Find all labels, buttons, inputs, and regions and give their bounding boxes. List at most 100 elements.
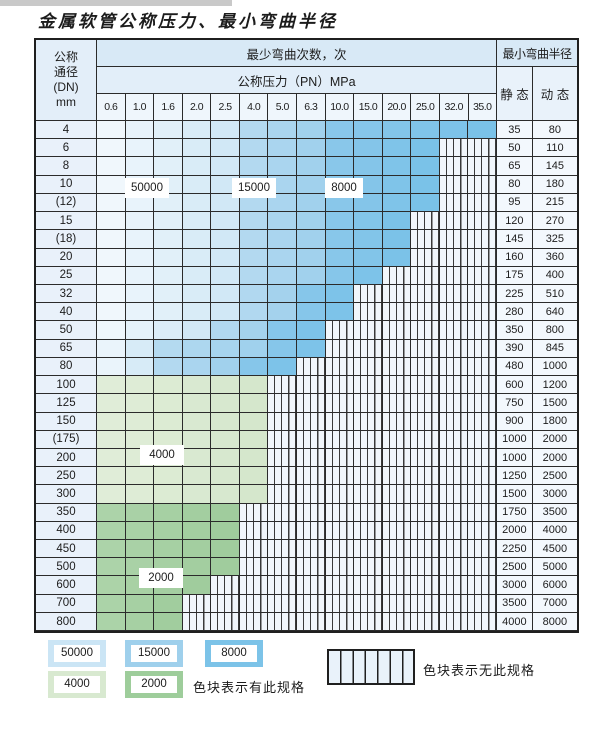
- spec-cell: [154, 303, 183, 321]
- pressure-tick: 2.5: [211, 94, 240, 121]
- no-spec-cell: [296, 430, 326, 448]
- spec-cell: [382, 230, 412, 248]
- spec-cell: [182, 230, 212, 248]
- table-row: 700 3500 7000: [36, 594, 577, 613]
- no-spec-cell: [411, 321, 440, 339]
- dn-value: (175): [36, 430, 97, 448]
- spec-cell: [182, 430, 212, 448]
- no-spec-cell: [468, 157, 497, 175]
- no-spec-cell: [439, 157, 469, 175]
- dynamic-radius-value: 400: [532, 266, 577, 284]
- no-spec-cell: [325, 521, 355, 540]
- table-row: 600 3000 6000: [36, 576, 577, 595]
- static-radius-value: 1000: [496, 430, 533, 448]
- spec-cell: [239, 467, 269, 485]
- spec-cell: [182, 576, 212, 594]
- spec-cell: [382, 139, 412, 157]
- no-spec-cell: [354, 339, 383, 357]
- spec-cell: [182, 412, 212, 430]
- dynamic-radius-value: 110: [532, 139, 577, 157]
- no-spec-cell: [468, 284, 497, 303]
- spec-cell: [182, 284, 212, 303]
- spec-cell: [97, 175, 126, 193]
- spec-cell: [154, 157, 183, 175]
- dn-header-line: 公称: [53, 50, 78, 64]
- static-radius-value: 280: [496, 303, 533, 321]
- spec-cell: [211, 157, 240, 175]
- no-spec-cell: [439, 266, 469, 284]
- min-bend-radius-header: 最小弯曲半径: [497, 40, 577, 67]
- no-spec-cell: [439, 448, 469, 467]
- dn-header-line: (DN): [53, 80, 79, 94]
- no-spec-cell: [468, 357, 497, 376]
- static-radius-value: 900: [496, 412, 533, 430]
- static-radius-value: 80: [496, 175, 533, 193]
- spec-cell: [125, 212, 155, 230]
- no-spec-cell: [325, 503, 355, 521]
- legend-swatch-label: 50000: [54, 645, 100, 662]
- dn-value: 15: [36, 212, 97, 230]
- dynamic-radius-value: 2000: [532, 448, 577, 467]
- no-spec-cell: [439, 376, 469, 394]
- no-spec-cell: [268, 594, 297, 612]
- dynamic-radius-value: 270: [532, 212, 577, 230]
- spec-cell: [154, 412, 183, 430]
- dn-value: 150: [36, 412, 97, 430]
- no-spec-cell: [468, 467, 497, 485]
- no-spec-cell: [354, 540, 383, 558]
- spec-cell: [354, 121, 383, 139]
- spec-cell: [325, 139, 355, 157]
- no-spec-cell: [268, 412, 297, 430]
- no-spec-cell: [211, 594, 240, 612]
- spec-cell: [211, 321, 240, 339]
- no-spec-cell: [439, 612, 469, 631]
- spec-cell: [154, 248, 183, 266]
- spec-cell: [239, 376, 269, 394]
- no-spec-cell: [354, 558, 383, 576]
- spec-cell: [296, 321, 326, 339]
- dynamic-radius-value: 8000: [532, 612, 577, 631]
- dynamic-radius-value: 80: [532, 121, 577, 139]
- no-spec-cell: [382, 540, 412, 558]
- static-radius-value: 160: [496, 248, 533, 266]
- static-radius-value: 2500: [496, 558, 533, 576]
- static-radius-value: 35: [496, 121, 533, 139]
- spec-cell: [211, 121, 240, 139]
- no-spec-cell: [439, 212, 469, 230]
- no-spec-cell: [439, 339, 469, 357]
- spec-cell: [439, 121, 469, 139]
- legend-swatch-label: 2000: [131, 676, 177, 693]
- no-spec-cell: [325, 394, 355, 412]
- spec-cell: [211, 430, 240, 448]
- dn-value: 200: [36, 448, 97, 467]
- pressure-tick: 0.6: [97, 94, 126, 121]
- static-radius-value: 95: [496, 193, 533, 212]
- no-spec-cell: [325, 412, 355, 430]
- no-spec-cell: [325, 467, 355, 485]
- bend-cycles-header: 最少弯曲次数，次: [97, 40, 497, 67]
- no-spec-cell: [382, 430, 412, 448]
- dynamic-radius-value: 2000: [532, 430, 577, 448]
- table-row: 350 1750 3500: [36, 503, 577, 522]
- static-radius-value: 120: [496, 212, 533, 230]
- static-radius-value: 65: [496, 157, 533, 175]
- static-radius-value: 390: [496, 339, 533, 357]
- spec-cell: [97, 485, 126, 503]
- pressure-tick: 10.0: [325, 94, 355, 121]
- no-spec-cell: [468, 303, 497, 321]
- dynamic-radius-value: 1500: [532, 394, 577, 412]
- no-spec-cell: [468, 193, 497, 212]
- spec-cell: [97, 521, 126, 540]
- spec-cell: [97, 139, 126, 157]
- nominal-pressure-header: 公称压力（PN）MPa: [97, 67, 497, 94]
- spec-table: 公称 通径 (DN) mm 最少弯曲次数，次 最小弯曲半径 公称压力（PN）MPa 静…: [34, 38, 579, 633]
- no-spec-cell: [468, 558, 497, 576]
- dynamic-radius-value: 800: [532, 321, 577, 339]
- spec-cell: [125, 157, 155, 175]
- static-radius-value: 750: [496, 394, 533, 412]
- no-spec-cell: [382, 467, 412, 485]
- dynamic-radius-value: 4500: [532, 540, 577, 558]
- spec-cell: [354, 266, 383, 284]
- no-spec-cell: [382, 321, 412, 339]
- spec-cell: [182, 303, 212, 321]
